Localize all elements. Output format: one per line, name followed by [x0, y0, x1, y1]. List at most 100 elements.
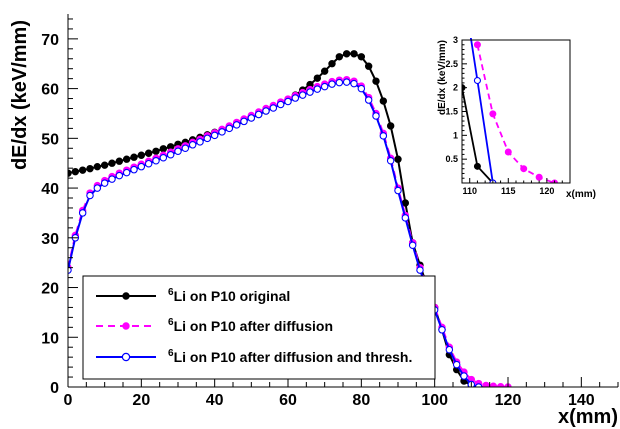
data-point	[335, 78, 344, 87]
data-point	[166, 150, 175, 159]
data-point	[372, 112, 380, 120]
legend-label-superscript: 6	[168, 348, 174, 359]
data-point	[108, 175, 116, 183]
data-point	[445, 345, 454, 354]
x-tick-label: 40	[206, 392, 224, 409]
main-series-group	[68, 50, 512, 387]
y-axis-title: dE/dx (keV/mm)	[9, 20, 31, 170]
data-point	[394, 155, 402, 163]
data-point	[342, 50, 351, 58]
data-point	[320, 67, 329, 75]
data-point	[218, 128, 226, 136]
data-point	[240, 117, 248, 126]
legend-label: 6Li on P10 original	[168, 287, 290, 304]
data-point	[210, 131, 219, 140]
inset-data-point	[473, 41, 481, 49]
data-point	[78, 209, 87, 217]
legend-label-text: Li on P10 after diffusion	[174, 318, 333, 334]
series	[68, 78, 483, 387]
data-point	[460, 372, 468, 380]
data-point	[115, 157, 124, 165]
inset-series	[473, 41, 559, 183]
inset-ticks: 110 115 120 0.5 1 1.5 2 2.5 3	[445, 35, 571, 196]
data-point	[78, 166, 87, 174]
data-point	[357, 53, 366, 61]
data-point	[379, 97, 388, 105]
x-tick-label: 100	[421, 392, 448, 409]
inset-x-tick-label: 115	[501, 186, 516, 196]
legend-label-superscript: 6	[168, 317, 174, 328]
data-point	[174, 147, 182, 156]
data-point	[86, 191, 94, 200]
data-point	[291, 94, 300, 102]
x-axis-title: x(mm)	[558, 406, 618, 428]
data-point	[181, 144, 190, 153]
data-point	[328, 80, 336, 88]
legend-label: 6Li on P10 after diffusion	[168, 317, 333, 334]
data-point	[115, 171, 124, 180]
data-point	[144, 149, 153, 157]
inset-data-point	[520, 165, 528, 173]
inset-data-point	[504, 148, 512, 156]
y-tick-label: 0	[50, 380, 59, 397]
data-point	[320, 82, 329, 91]
legend-swatch-marker	[121, 352, 131, 362]
data-point	[386, 122, 395, 130]
data-point	[350, 50, 358, 58]
legend-entry: 6Li on P10 after diffusion	[96, 317, 333, 334]
data-point	[342, 78, 351, 86]
inset-x-tick-label: 120	[539, 186, 554, 196]
y-tick-label: 70	[41, 32, 59, 49]
data-point	[372, 77, 380, 85]
data-point	[159, 145, 168, 153]
data-point	[313, 74, 322, 82]
data-point	[232, 121, 241, 129]
inset-plot: 110 115 120 0.5 1 1.5 2 2.5 3 x(mm) dE/dx (keV/m…	[437, 35, 596, 200]
data-point	[100, 179, 109, 187]
y-tick-label: 20	[41, 281, 59, 298]
legend-label-superscript: 6	[168, 287, 174, 298]
y-tick-label: 10	[41, 330, 59, 347]
legend: 6Li on P10 original 6Li on P10 after dif…	[82, 275, 436, 380]
data-point	[298, 91, 307, 99]
data-point	[137, 151, 146, 159]
inset-y-tick-label: 3	[453, 35, 458, 45]
data-point	[86, 164, 94, 173]
data-point	[262, 107, 270, 115]
x-tick-label: 60	[279, 392, 297, 409]
data-point	[122, 155, 131, 163]
data-point	[152, 147, 160, 155]
legend-entry: 6Li on P10 after diffusion and thresh.	[96, 348, 412, 365]
data-point	[357, 84, 366, 93]
y-tick-label: 60	[41, 82, 59, 99]
data-point	[203, 134, 212, 143]
inset-y-tick-label: 2.5	[445, 59, 458, 69]
data-point	[489, 382, 498, 387]
data-point	[269, 104, 278, 112]
data-point	[130, 153, 138, 161]
data-point	[71, 167, 80, 176]
data-point	[416, 266, 424, 274]
data-point	[386, 156, 395, 165]
data-point	[452, 360, 461, 369]
inset-y-tick-label: 1.5	[445, 107, 458, 117]
inset-data-point	[473, 76, 481, 85]
data-point	[93, 184, 102, 192]
data-point	[328, 60, 336, 68]
legend-swatch-marker	[122, 322, 130, 330]
inset-data-point	[489, 110, 497, 118]
data-point	[379, 132, 388, 140]
data-point	[254, 110, 263, 119]
inset-y-tick-label: 0.5	[445, 154, 458, 164]
data-point	[93, 162, 102, 171]
data-point	[350, 79, 358, 88]
inset-x-axis-title: x(mm)	[566, 189, 596, 200]
data-point	[401, 199, 410, 207]
legend-label-text: Li on P10 after diffusion and thresh.	[174, 349, 413, 365]
data-point	[100, 161, 109, 169]
data-point	[364, 62, 373, 70]
data-point	[247, 114, 256, 122]
y-tick-label: 30	[41, 231, 59, 248]
data-point	[364, 96, 373, 104]
